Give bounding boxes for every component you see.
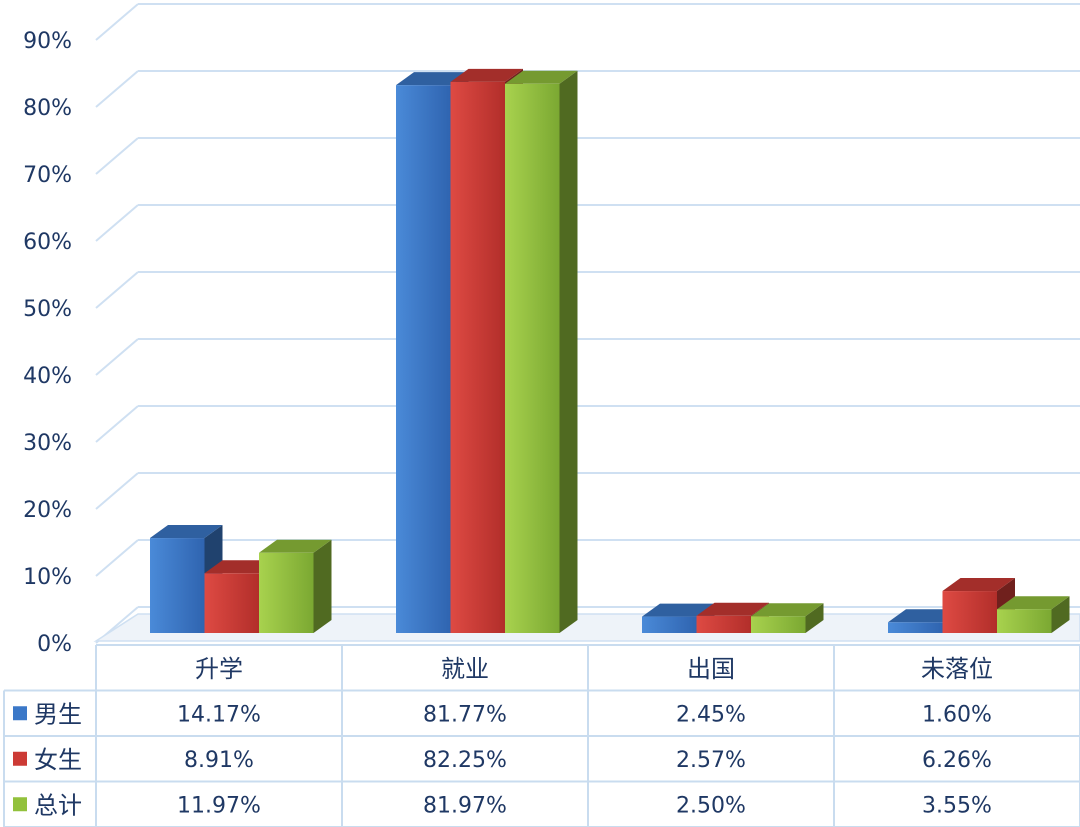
bar-front (204, 573, 259, 633)
y-tick-label: 0% (37, 632, 72, 657)
data-label: 1.60% (922, 702, 992, 727)
x-category-label: 未落位 (921, 655, 993, 683)
y-tick-label: 20% (23, 498, 72, 523)
y-tick-label: 60% (23, 230, 72, 255)
bar-front (259, 552, 314, 633)
y-axis-ticks: 0% 10% 20% 30% 40% 50% 60% 70% 80% 90% (23, 29, 72, 657)
bar (505, 70, 578, 633)
bar-top (450, 68, 523, 82)
grid-diagonal (95, 338, 139, 376)
bar-front (888, 622, 943, 633)
bar-front (751, 616, 806, 633)
grid-diagonal (95, 3, 139, 41)
legend-swatch (13, 751, 27, 766)
bar-top (150, 525, 223, 539)
data-label: 11.97% (177, 793, 261, 818)
grid-diagonal (95, 539, 139, 577)
grid-diagonal (95, 137, 139, 175)
bar (259, 539, 332, 633)
bar-top (888, 609, 961, 623)
y-tick-label: 50% (23, 297, 72, 322)
bar-side (559, 70, 578, 633)
bar-front (396, 85, 451, 634)
y-tick-label: 10% (23, 565, 72, 590)
legend-entry: 总计 (34, 791, 82, 819)
x-category-label: 升学 (195, 655, 243, 683)
y-tick-label: 40% (23, 364, 72, 389)
bar (751, 603, 824, 633)
legend-entry: 女生 (34, 746, 82, 774)
legend-entry: 男生 (34, 700, 82, 728)
data-label: 2.57% (676, 748, 746, 773)
bar-top (259, 539, 332, 553)
grid-diagonal (95, 204, 139, 242)
x-category-label: 出国 (687, 655, 735, 683)
data-label: 2.50% (676, 793, 746, 818)
y-tick-label: 30% (23, 431, 72, 456)
bar-front (150, 538, 205, 633)
bar-front (642, 616, 697, 633)
data-label: 81.97% (423, 793, 507, 818)
bar-top (204, 560, 277, 574)
bar-front (696, 615, 751, 633)
bar (997, 596, 1070, 633)
data-label: 14.17% (177, 702, 261, 727)
grid-diagonal (95, 472, 139, 510)
bar-front (450, 81, 505, 634)
grid-diagonal (95, 271, 139, 309)
data-label: 6.26% (922, 748, 992, 773)
bar-side (1051, 596, 1070, 633)
bar-top (751, 603, 824, 617)
legend-swatch (13, 797, 27, 812)
bar-side (805, 603, 824, 633)
chart-floor (93, 613, 1080, 642)
x-category-label: 就业 (441, 655, 489, 683)
y-tick-label: 70% (23, 163, 72, 188)
data-label: 2.45% (676, 702, 746, 727)
bar-front (997, 609, 1052, 633)
bars (150, 68, 1070, 634)
bar-top (696, 602, 769, 616)
bar-top (942, 578, 1015, 592)
y-tick-label: 80% (23, 96, 72, 121)
data-label: 3.55% (922, 793, 992, 818)
data-label: 82.25% (423, 748, 507, 773)
data-label: 81.77% (423, 702, 507, 727)
bar-top (642, 603, 715, 617)
grid-diagonal (95, 405, 139, 443)
legend-swatch (13, 706, 27, 721)
grid-diagonal (95, 70, 139, 108)
gridlines (93, 3, 1080, 644)
bar-top (396, 72, 469, 86)
bar-top (505, 70, 578, 84)
data-label: 8.91% (184, 748, 254, 773)
bar-front (505, 83, 560, 633)
bar-front (942, 591, 997, 633)
bar-top (997, 596, 1070, 610)
y-tick-label: 90% (23, 29, 72, 54)
bar-side (313, 539, 332, 633)
